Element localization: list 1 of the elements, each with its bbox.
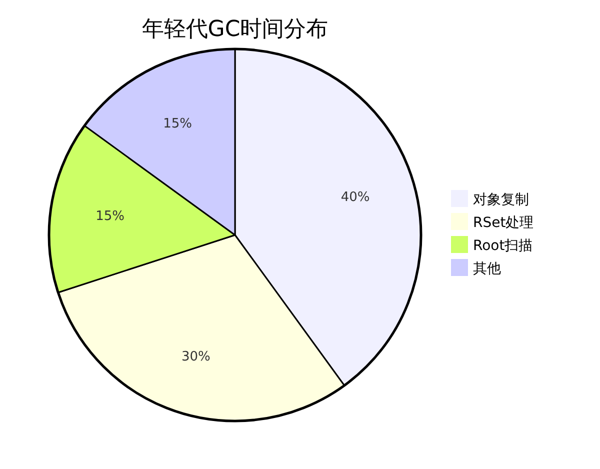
title: 年轻代GC时间分布 bbox=[142, 17, 328, 42]
